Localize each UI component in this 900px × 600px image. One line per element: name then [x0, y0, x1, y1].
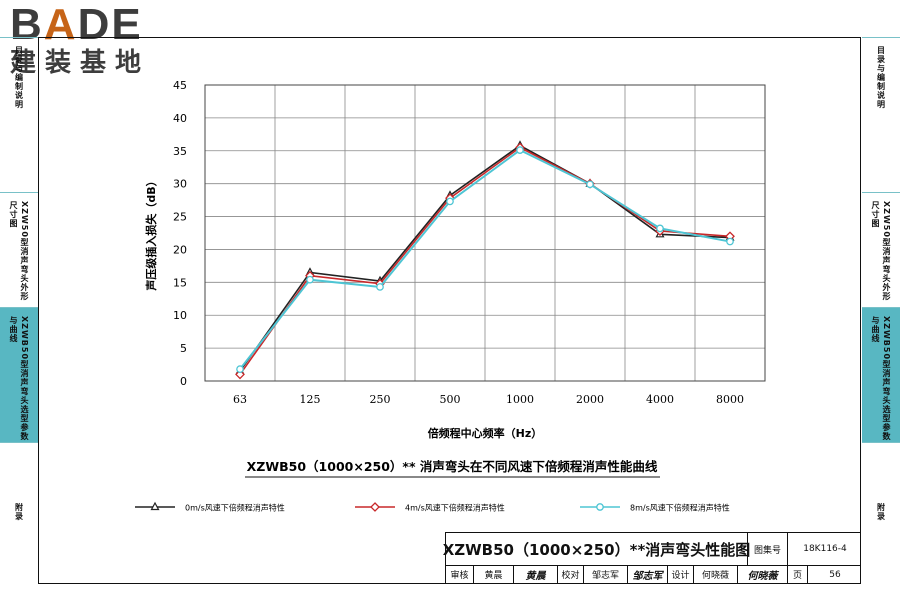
sidebar-tab[interactable]: XZWB50型消声弯头选型参数与曲线 [862, 307, 900, 442]
chart-title: XZWB50（1000×250）** 消声弯头在不同风速下倍频程消声性能曲线 [247, 459, 658, 474]
design-name: 何晓薇 [694, 565, 738, 584]
review-signature: 黄晨 [514, 565, 558, 584]
legend-label: 0m/s风速下倍频程消声特性 [185, 503, 285, 513]
x-tick-label: 125 [300, 393, 321, 406]
proof-signature: 邹志军 [628, 565, 668, 584]
sidebar-tab-label: XZW50型消声弯头外形尺寸图 [871, 201, 891, 301]
drawing-title: XZWB50（1000×250）**消声弯头性能图 [443, 533, 750, 565]
y-tick-label: 30 [173, 178, 187, 191]
atlas-number: 18K116-4 [803, 544, 847, 554]
series-line [239, 144, 731, 372]
y-tick-label: 35 [173, 145, 187, 158]
y-tick-label: 40 [173, 112, 187, 125]
sidebar-tab-label: 附录 [14, 503, 24, 521]
legend-marker [596, 503, 604, 511]
series-line [239, 148, 731, 370]
data-point [586, 180, 594, 189]
x-tick-label: 63 [233, 393, 247, 406]
sidebar-tab[interactable]: 附录 [862, 442, 900, 584]
sidebar-tab-label: 附录 [876, 503, 886, 521]
legend-label: 8m/s风速下倍频程消声特性 [630, 503, 730, 513]
y-tick-label: 10 [173, 309, 187, 322]
legend-label: 4m/s风速下倍频程消声特性 [405, 503, 505, 513]
x-tick-label: 250 [370, 393, 391, 406]
x-tick-label: 500 [440, 393, 461, 406]
drawing-frame [38, 37, 861, 584]
sidebar-tab-label: 目录与编制说明 [14, 46, 24, 109]
data-point [236, 365, 244, 374]
sidebar-tab-label: XZW50型消声弯头外形尺寸图 [9, 201, 29, 301]
legend-marker [150, 501, 160, 511]
sidebar-tab[interactable]: 目录与编制说明 [0, 37, 38, 192]
y-tick-label: 5 [180, 342, 187, 355]
sidebar-tab[interactable]: XZWB50型消声弯头选型参数与曲线 [0, 307, 38, 442]
series-line [239, 146, 731, 375]
sidebar-tab[interactable]: XZW50型消声弯头外形尺寸图 [862, 192, 900, 307]
y-tick-label: 15 [173, 276, 187, 289]
sidebar-tab[interactable]: 目录与编制说明 [862, 37, 900, 192]
y-tick-label: 0 [180, 375, 187, 388]
x-axis-label: 倍频程中心频率（Hz） [428, 426, 543, 440]
data-point [376, 283, 384, 291]
logo: BADE 建装基地 [10, 2, 180, 82]
y-tick-label: 20 [173, 243, 187, 256]
design-signature: 何晓薇 [738, 565, 788, 584]
sidebar-tab[interactable]: 附录 [0, 442, 38, 584]
x-tick-label: 2000 [576, 393, 604, 406]
x-tick-label: 8000 [716, 393, 744, 406]
x-tick-label: 4000 [646, 393, 674, 406]
title-block: XZWB50（1000×250）**消声弯头性能图 图集号 18K116-4 审… [443, 532, 861, 584]
sidebar-tab-label: XZWB50型消声弯头选型参数与曲线 [871, 316, 891, 442]
x-tick-label: 1000 [506, 393, 534, 406]
atlas-number-label: 图集号 [748, 533, 788, 565]
data-point [656, 224, 664, 233]
y-tick-label: 25 [173, 211, 187, 224]
legend-marker [370, 502, 380, 512]
data-point [516, 146, 524, 154]
proof-name: 邹志军 [584, 565, 628, 584]
proof-label: 校对 [558, 565, 584, 584]
sidebar-left: 目录与编制说明 XZW50型消声弯头外形尺寸图 XZWB50型消声弯头选型参数与曲线… [0, 37, 38, 584]
logo-text-cn: 建装基地 [10, 48, 151, 78]
data-point [306, 275, 314, 284]
page-number: 56 [829, 569, 841, 580]
data-point [446, 197, 454, 206]
sidebar-tab[interactable]: XZW50型消声弯头外形尺寸图 [0, 192, 38, 307]
review-name: 黄晨 [474, 565, 514, 584]
sidebar-tab-label: XZWB50型消声弯头选型参数与曲线 [9, 316, 29, 442]
y-axis-label: 声压级插入损失（dB） [144, 175, 158, 291]
sidebar-tab-label: 目录与编制说明 [876, 46, 886, 109]
sidebar-right: 目录与编制说明 XZW50型消声弯头外形尺寸图 XZWB50型消声弯头选型参数与曲线… [862, 37, 900, 584]
data-point [726, 237, 734, 246]
plot-area [204, 84, 766, 382]
review-label: 审核 [446, 565, 474, 584]
y-tick-label: 45 [173, 79, 187, 92]
logo-text-latin: BADE [10, 0, 143, 49]
design-label: 设计 [668, 565, 694, 584]
page-label: 页 [788, 565, 808, 584]
